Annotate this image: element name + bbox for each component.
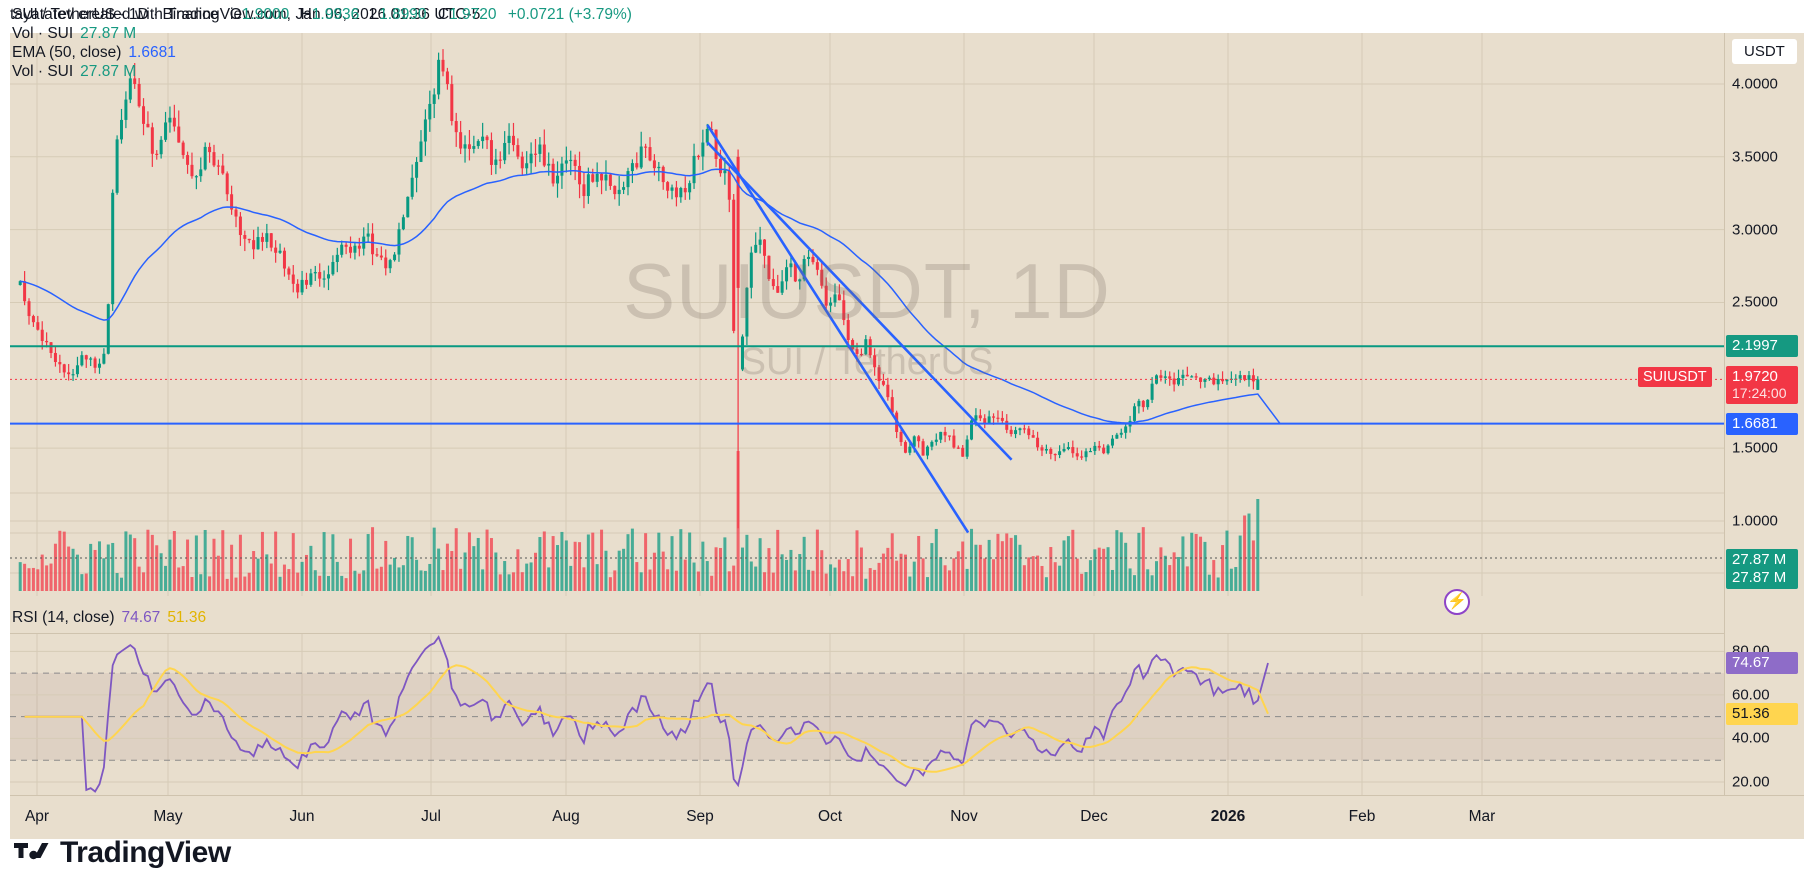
legend-ema-label: EMA (50, close) <box>12 44 122 61</box>
time-label-apr: Apr <box>24 808 50 825</box>
volume-badge-b[interactable]: 27.87 M <box>1726 567 1798 589</box>
bolt-glyph: ⚡ <box>1447 593 1467 610</box>
chart-legend: SUI / TetherUS · 1D · Binance O1.9000 H1… <box>12 5 632 81</box>
rsi-pane[interactable] <box>10 634 1724 795</box>
price-pane[interactable]: SUIUSDT, 1D SUI / TetherUS <box>10 33 1724 596</box>
legend-symbol-text: SUI / TetherUS · 1D · Binance <box>12 6 219 23</box>
price-tick-2-5: 2.5000 <box>1732 293 1778 311</box>
time-label-nov: Nov <box>950 808 978 825</box>
currency-chip[interactable]: USDT <box>1732 39 1797 64</box>
legend-open-value: 1.9000 <box>241 6 290 23</box>
rsi-ma-badge[interactable]: 51.36 <box>1726 702 1798 725</box>
legend-ema-value: 1.6681 <box>128 44 176 61</box>
legend-volume2-label: Vol · SUI <box>12 63 74 80</box>
legend-rsi-row[interactable]: RSI (14, close) 74.67 51.36 <box>12 608 206 627</box>
legend-close-label: C <box>437 6 450 23</box>
legend-volume-label: Vol · SUI <box>12 25 74 42</box>
legend-high-value: 1.9936 <box>311 6 360 23</box>
last-price-badge[interactable]: 1.9720 17:24:00 <box>1726 366 1798 405</box>
legend-volume-value: 27.87 M <box>80 25 137 42</box>
rsi-tick-60: 60.00 <box>1732 686 1770 704</box>
last-price-badge-sub: 17:24:00 <box>1732 385 1787 402</box>
legend-volume-row-2[interactable]: Vol · SUI 27.87 M <box>12 62 632 81</box>
chart-frame: SUIUSDT, 1D SUI / TetherUS ⚡ USDT 4.0000… <box>10 33 1804 795</box>
legend-low-label: L <box>370 6 380 23</box>
price-tick-1: 1.0000 <box>1732 512 1778 530</box>
volume-badge-a[interactable]: 27.87 M <box>1726 549 1798 571</box>
time-label-sep: Sep <box>686 808 714 825</box>
price-tick-3-5: 3.5000 <box>1732 148 1778 166</box>
time-label-mar: Mar <box>1468 808 1496 825</box>
rsi-chart-svg <box>10 634 1724 795</box>
lightning-bolt-icon[interactable]: ⚡ <box>1444 589 1470 615</box>
legend-rsi-ma-value: 51.36 <box>167 609 207 626</box>
time-label-may: May <box>153 808 183 825</box>
rsi-tick-40: 40.00 <box>1732 729 1770 747</box>
legend-volume2-value: 27.87 M <box>80 63 137 80</box>
pane-divider <box>10 633 1724 634</box>
time-label-dec: Dec <box>1080 808 1108 825</box>
tradingview-mark-icon <box>14 843 49 860</box>
tradingview-logo: TradingView <box>14 836 231 870</box>
rsi-legend: RSI (14, close) 74.67 51.36 <box>12 608 206 627</box>
legend-ema-row[interactable]: EMA (50, close) 1.6681 <box>12 43 632 62</box>
price-chart-svg <box>10 33 1724 596</box>
attribution-text: tayatatev created with TradingView.com, … <box>10 6 481 23</box>
tradingview-wordmark: TradingView <box>60 836 231 869</box>
price-tick-1-5: 1.5000 <box>1732 439 1778 457</box>
legend-high-label: H <box>300 6 312 23</box>
price-tick-4: 4.0000 <box>1732 75 1778 93</box>
time-label-jun: Jun <box>289 808 315 825</box>
time-label-2026: 2026 <box>1210 808 1246 825</box>
time-axis[interactable]: Apr May Jun Jul Aug Sep Oct Nov Dec 2026 Feb Mar <box>10 795 1804 839</box>
resistance-price-badge[interactable]: 2.1997 <box>1726 335 1798 358</box>
price-tick-3: 3.0000 <box>1732 221 1778 239</box>
legend-low-value: 1.8990 <box>379 6 427 23</box>
legend-close-value: 1.9720 <box>449 6 497 23</box>
legend-rsi-value: 74.67 <box>121 609 161 626</box>
ema-price-badge[interactable]: 1.6681 <box>1726 412 1798 435</box>
rsi-value-badge[interactable]: 74.67 <box>1726 652 1798 674</box>
time-label-jul: Jul <box>421 808 441 825</box>
legend-change-value: +0.0721 (+3.79%) <box>507 6 632 23</box>
time-label-oct: Oct <box>817 808 843 825</box>
rsi-tick-20: 20.00 <box>1732 773 1770 791</box>
legend-open-label: O <box>229 6 242 23</box>
time-label-feb: Feb <box>1348 808 1376 825</box>
legend-symbol-row[interactable]: SUI / TetherUS · 1D · Binance O1.9000 H1… <box>12 5 632 24</box>
symbol-price-tag[interactable]: SUIUSDT <box>1638 367 1712 388</box>
legend-rsi-label: RSI (14, close) <box>12 609 115 626</box>
legend-volume-row[interactable]: Vol · SUI 27.87 M <box>12 24 632 43</box>
time-label-aug: Aug <box>552 808 580 825</box>
